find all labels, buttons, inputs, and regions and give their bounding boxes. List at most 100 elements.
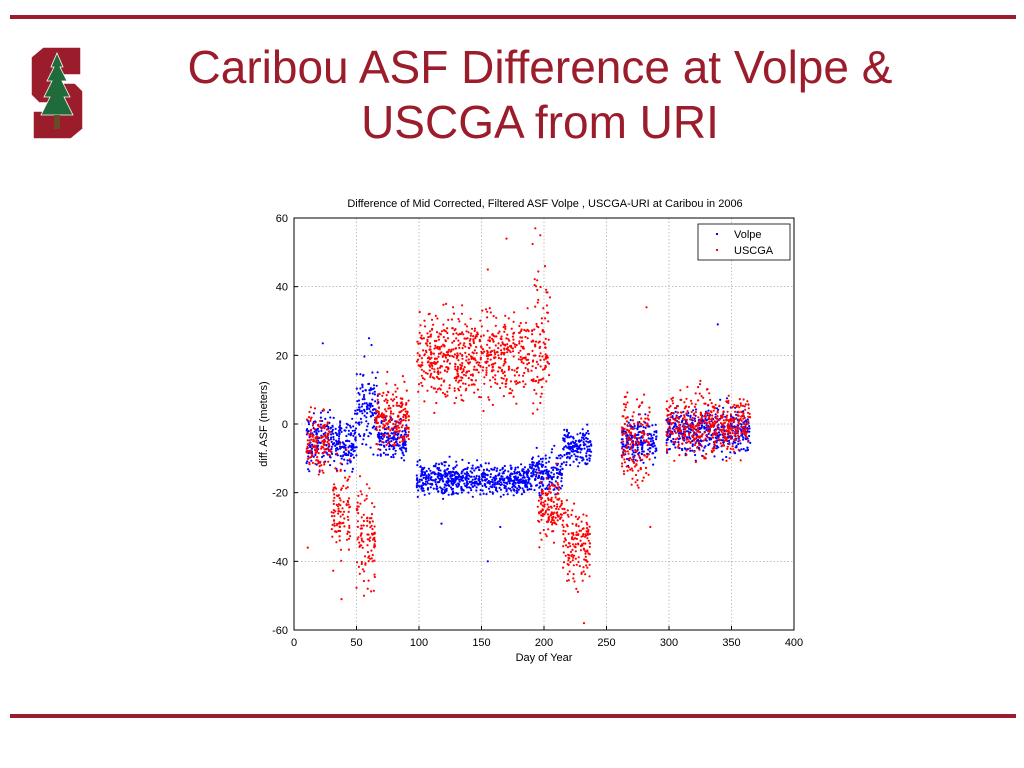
data-point	[469, 470, 472, 473]
data-point	[671, 396, 675, 399]
data-point	[376, 371, 379, 374]
data-point	[369, 415, 372, 418]
data-point	[495, 316, 498, 319]
data-point	[484, 308, 488, 311]
data-point	[718, 404, 721, 407]
data-point	[458, 320, 461, 323]
data-point	[356, 538, 359, 541]
data-point	[468, 486, 471, 489]
data-point	[319, 416, 322, 419]
data-point	[552, 468, 555, 472]
data-point	[510, 344, 513, 347]
data-point	[338, 432, 341, 436]
data-point	[622, 470, 625, 473]
data-point	[518, 471, 521, 474]
data-point	[383, 415, 386, 418]
data-point	[486, 473, 489, 476]
data-point	[323, 440, 326, 443]
data-point	[371, 398, 374, 401]
data-point	[521, 487, 524, 490]
data-point	[630, 427, 633, 430]
data-point	[329, 416, 332, 419]
data-point	[370, 549, 373, 552]
data-point	[369, 432, 373, 435]
data-point	[690, 402, 693, 405]
data-point	[500, 370, 503, 373]
data-point	[358, 433, 361, 436]
data-point	[537, 475, 540, 478]
data-point	[729, 437, 732, 440]
data-point	[624, 417, 627, 420]
data-point	[337, 510, 340, 513]
data-point	[416, 477, 419, 480]
data-point	[644, 466, 648, 469]
data-point	[740, 448, 743, 451]
data-point	[309, 435, 312, 438]
data-point	[423, 471, 426, 474]
data-point	[552, 500, 555, 504]
data-point	[567, 442, 570, 445]
data-point	[722, 444, 726, 447]
data-point	[396, 387, 399, 390]
data-point	[530, 472, 533, 475]
data-point	[538, 354, 541, 358]
data-point	[544, 337, 547, 340]
data-point	[581, 579, 584, 582]
data-point	[306, 460, 309, 463]
data-point	[446, 360, 449, 363]
data-point	[405, 389, 408, 392]
data-point	[511, 347, 514, 350]
data-point	[515, 402, 518, 405]
y-tick-label: -60	[272, 625, 288, 637]
data-point	[320, 464, 323, 467]
data-point	[505, 337, 508, 340]
data-point	[448, 362, 452, 365]
data-point	[392, 422, 395, 426]
data-point	[707, 403, 710, 406]
data-point	[360, 562, 363, 566]
data-point	[537, 326, 540, 329]
data-point	[501, 341, 504, 344]
data-point	[512, 355, 515, 358]
data-point	[538, 546, 541, 549]
data-point	[379, 448, 382, 451]
data-point	[673, 428, 676, 431]
data-point	[461, 304, 464, 307]
data-point	[522, 474, 525, 477]
data-point	[668, 447, 671, 451]
data-point	[342, 510, 346, 513]
data-point	[426, 487, 430, 490]
data-point	[621, 465, 624, 468]
data-point	[396, 442, 399, 445]
data-point	[398, 411, 401, 414]
data-point	[582, 436, 585, 439]
data-point	[327, 442, 330, 445]
data-point	[381, 426, 385, 429]
data-point	[309, 444, 312, 447]
data-point	[455, 464, 458, 467]
data-point	[306, 445, 309, 448]
data-point	[630, 438, 633, 441]
data-point	[711, 447, 714, 450]
data-point	[444, 369, 447, 372]
data-point	[307, 468, 310, 471]
data-point	[475, 345, 478, 349]
data-point	[527, 361, 530, 365]
data-point	[475, 489, 478, 492]
data-point	[369, 557, 372, 560]
data-point	[732, 448, 735, 451]
data-point	[462, 344, 465, 347]
data-point	[506, 351, 509, 354]
data-point	[730, 422, 733, 425]
data-point	[574, 537, 577, 540]
data-point	[539, 485, 542, 488]
data-point	[346, 515, 349, 518]
data-point	[571, 536, 574, 539]
data-point	[674, 410, 677, 413]
data-point	[715, 417, 718, 420]
data-point	[734, 410, 737, 413]
data-point	[671, 402, 675, 405]
data-point	[700, 421, 704, 425]
data-point	[586, 437, 589, 440]
data-point	[401, 424, 404, 427]
